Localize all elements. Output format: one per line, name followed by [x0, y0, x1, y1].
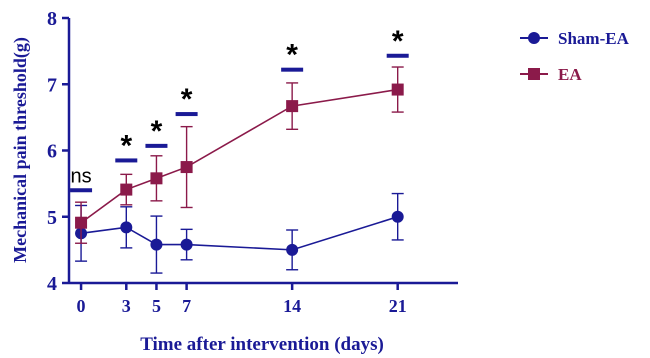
legend: Sham-EA EA — [520, 29, 630, 84]
significance-label: * — [181, 83, 193, 116]
x-tick-label: 7 — [182, 296, 191, 316]
data-point — [150, 238, 163, 251]
data-point — [75, 216, 88, 229]
significance-bar — [281, 67, 304, 72]
significance-bar — [70, 188, 93, 193]
data-point — [120, 183, 133, 196]
significance-bar — [386, 53, 409, 58]
y-tick-label: 6 — [47, 141, 57, 163]
y-axis-title: Mechanical pain threshold(g) — [10, 37, 31, 263]
axes: 4 5 6 7 8 0 3 5 7 14 21 — [47, 8, 458, 316]
significance-label: * — [151, 115, 163, 148]
series-sham-ea — [75, 192, 404, 274]
x-tick-label: 14 — [283, 296, 301, 316]
legend-label: Sham-EA — [558, 29, 630, 48]
data-point — [391, 210, 404, 223]
x-axis-title: Time after intervention (days) — [140, 334, 384, 355]
y-tick-label: 4 — [47, 273, 57, 295]
legend-item: Sham-EA — [520, 29, 630, 48]
series-layer — [75, 66, 404, 274]
legend-item: EA — [520, 65, 582, 84]
y-tick-label: 8 — [47, 8, 57, 30]
significance-bar — [175, 112, 198, 117]
data-point — [286, 100, 299, 113]
series-ea — [75, 66, 404, 244]
significance-label: * — [286, 39, 298, 72]
legend-marker — [528, 32, 540, 44]
series-line — [80, 88, 398, 224]
significance-label: * — [120, 129, 132, 162]
significance-bar — [145, 143, 168, 148]
significance-bar — [115, 158, 138, 163]
x-tick-label: 21 — [389, 296, 407, 316]
data-point — [286, 243, 299, 256]
significance-label: * — [392, 25, 404, 58]
data-point — [180, 161, 193, 174]
legend-label: EA — [558, 65, 582, 84]
x-tick-label: 0 — [77, 296, 86, 316]
legend-marker — [528, 68, 540, 80]
x-tick-label: 5 — [152, 296, 161, 316]
significance-label: ns — [70, 165, 91, 187]
data-point — [120, 221, 133, 234]
data-point — [150, 172, 163, 185]
data-point — [391, 83, 404, 96]
annotation-layer: ns * * * * * — [70, 25, 409, 193]
x-tick-label: 3 — [122, 296, 131, 316]
y-tick-label: 7 — [47, 74, 57, 96]
series-line — [80, 215, 398, 251]
data-point — [180, 238, 193, 251]
y-tick-label: 5 — [47, 207, 57, 229]
